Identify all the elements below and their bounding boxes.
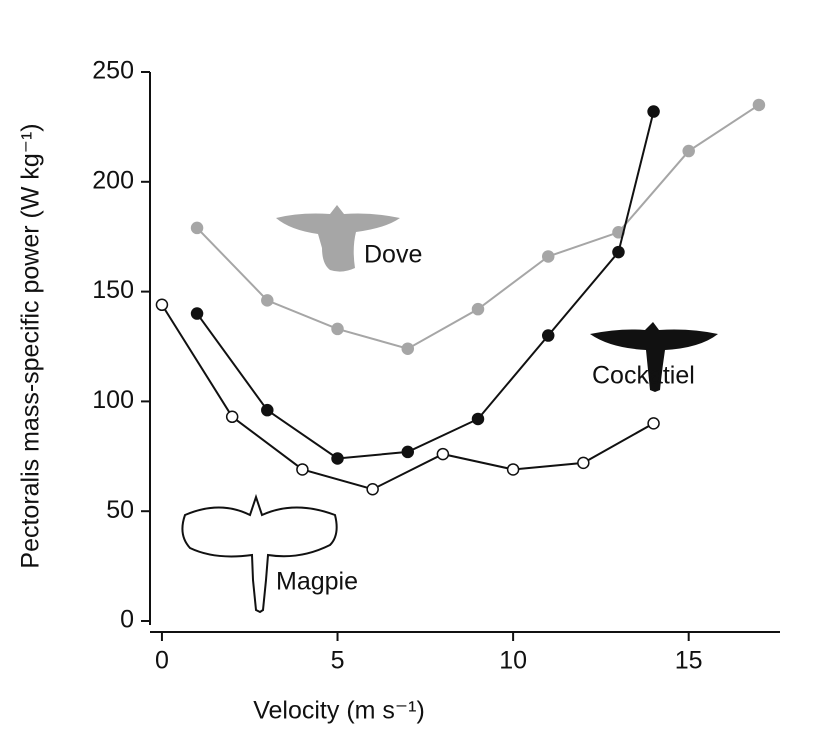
y-tick-label: 50 [106,496,134,524]
y-tick-label: 150 [92,276,134,304]
data-point [297,464,308,475]
data-point [332,323,343,334]
data-point [402,446,413,457]
series-label: Magpie [276,568,358,596]
data-point [472,413,483,424]
x-tick-label: 0 [155,647,169,675]
data-point [156,299,167,310]
data-point [192,308,203,319]
data-point [648,106,659,117]
chart: Velocity (m s⁻¹) Pectoralis mass-specifi… [0,0,829,733]
data-point [543,330,554,341]
y-tick-label: 0 [120,606,134,634]
data-point [648,418,659,429]
x-tick-label: 5 [331,647,345,675]
data-point [402,343,413,354]
x-tick-label: 10 [499,647,527,675]
x-tick-label: 15 [675,647,703,675]
data-point [683,146,694,157]
series-label: Cockatiel [592,362,695,390]
y-tick-label: 100 [92,386,134,414]
data-point [332,453,343,464]
y-tick-label: 200 [92,166,134,194]
data-point [262,295,273,306]
data-point [192,222,203,233]
data-point [472,304,483,315]
data-point [578,457,589,468]
data-point [753,99,764,110]
data-point [367,484,378,495]
data-point [543,251,554,262]
x-axis-label: Velocity (m s⁻¹) [253,697,425,725]
data-point [437,449,448,460]
data-point [262,405,273,416]
series-label: Dove [364,241,422,269]
data-point [613,247,624,258]
y-axis-label: Pectoralis mass-specific power (W kg⁻¹) [17,123,45,568]
data-point [227,411,238,422]
y-tick-label: 250 [92,57,134,85]
data-point [508,464,519,475]
